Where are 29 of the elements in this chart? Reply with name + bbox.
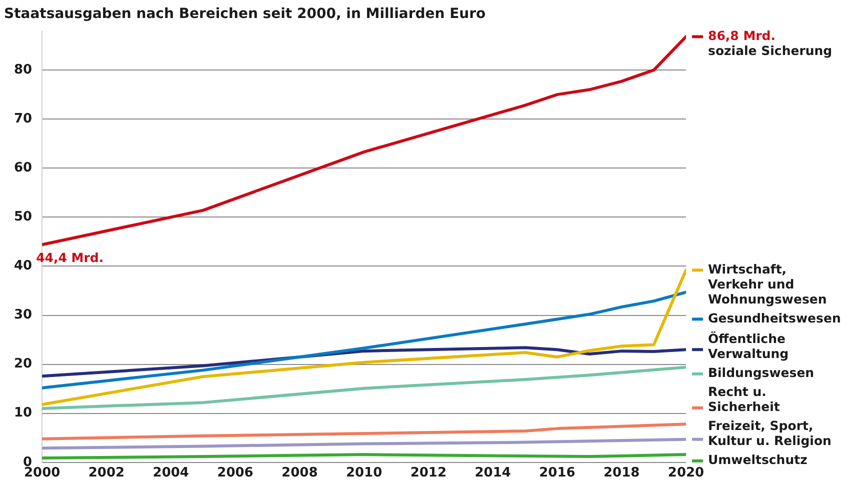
x-tick-label: 2008 — [282, 466, 318, 481]
legend-label: Öffentliche Verwaltung — [708, 331, 789, 362]
x-tick-label: 2018 — [604, 466, 640, 481]
x-tick-label: 2002 — [88, 466, 125, 481]
chart-title: Staatsausgaben nach Bereichen seit 2000, in Milliarden Euro — [4, 6, 486, 22]
x-tick-label: 2010 — [346, 466, 382, 481]
legend-label: Gesundheitswesen — [708, 310, 841, 326]
x-tick-label: 2012 — [410, 466, 447, 481]
x-tick-label: 2020 — [668, 466, 704, 481]
x-tick-label: 2006 — [217, 466, 254, 481]
legend-label: Umweltschutz — [708, 452, 808, 468]
data-label: 44,4 Mrd. — [36, 250, 104, 266]
y-tick-label: 70 — [14, 111, 32, 126]
x-tick-label: 2016 — [539, 466, 576, 481]
legend-label: Recht u. Sicherheit — [708, 384, 780, 414]
x-tick-label: 2014 — [474, 466, 511, 481]
y-tick-label: 60 — [14, 160, 32, 176]
legend-label: Wirtschaft, Verkehr und Wohnungswesen — [708, 261, 827, 306]
x-tick-label: 2004 — [152, 466, 189, 481]
legend-label: Bildungswesen — [708, 365, 814, 380]
series-label: soziale Sicherung — [708, 42, 832, 58]
y-tick-label: 10 — [14, 406, 32, 421]
legend-label: Freizeit, Sport, Kultur u. Religion — [708, 418, 832, 448]
data-label: 86,8 Mrd. — [708, 28, 776, 43]
y-tick-label: 80 — [14, 62, 32, 78]
y-tick-label: 50 — [14, 210, 32, 225]
y-tick-label: 40 — [14, 258, 32, 274]
y-tick-label: 30 — [14, 308, 32, 323]
y-tick-label: 20 — [14, 356, 32, 372]
